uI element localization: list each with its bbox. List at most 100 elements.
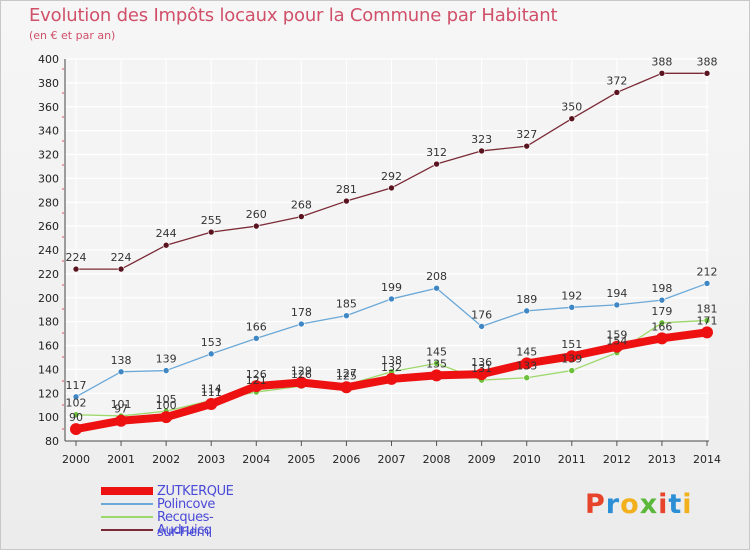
data-point (658, 70, 666, 77)
x-tick-label: 2009 (468, 453, 496, 466)
x-tick-label: 2012 (603, 453, 631, 466)
data-point (658, 296, 666, 304)
data-label: 97 (114, 403, 128, 416)
y-tick-label: 80 (45, 435, 59, 448)
data-label: 135 (426, 357, 447, 370)
y-tick-label: 180 (38, 316, 59, 329)
chart-title: Evolution des Impôts locaux pour la Comm… (29, 5, 558, 26)
data-label: 138 (111, 354, 132, 367)
x-tick-label: 2013 (648, 453, 676, 466)
data-point (568, 115, 576, 122)
proxiti-logo: Proxiti (585, 489, 693, 520)
data-label: 181 (697, 302, 718, 315)
data-point (520, 357, 533, 370)
data-label: 372 (606, 74, 627, 87)
data-label: 114 (201, 382, 222, 395)
data-label: 117 (66, 379, 87, 392)
data-point (162, 367, 170, 374)
data-point (565, 350, 578, 363)
data-label: 154 (606, 335, 627, 348)
data-point (252, 335, 260, 342)
x-tick-label: 2010 (513, 453, 541, 466)
data-point (72, 265, 80, 273)
y-tick-label: 260 (38, 220, 59, 233)
data-label: 131 (471, 362, 492, 375)
logo-letter: t (668, 489, 683, 520)
data-point (205, 397, 218, 410)
data-label: 102 (66, 397, 87, 410)
y-tick-label: 120 (38, 387, 59, 400)
data-label: 179 (651, 305, 672, 318)
data-point (613, 89, 621, 96)
data-point (252, 222, 260, 230)
data-label: 212 (697, 265, 718, 278)
data-label: 145 (426, 345, 447, 358)
data-point (655, 332, 668, 345)
chart-subtitle: (en € et par an) (29, 29, 116, 42)
data-point (568, 303, 576, 311)
data-point (388, 184, 395, 192)
x-tick-label: 2014 (693, 453, 721, 466)
y-tick-label: 160 (38, 340, 59, 353)
logo-letter: r (605, 489, 621, 520)
x-tick-label: 2008 (423, 453, 451, 466)
y-tick-label: 360 (38, 101, 59, 114)
data-label: 224 (111, 251, 132, 264)
logo-letter: x (639, 489, 659, 520)
data-label: 388 (651, 55, 672, 68)
data-label: 292 (381, 170, 402, 183)
data-label: 136 (471, 356, 492, 369)
data-point (343, 312, 350, 319)
logo-letter: P (585, 489, 606, 520)
legend-label: Recques-sur-Hem (157, 510, 214, 540)
data-label: 133 (516, 360, 537, 373)
y-tick-label: 100 (38, 411, 59, 424)
data-label: 199 (381, 281, 402, 294)
data-point (207, 228, 215, 236)
data-point (613, 301, 621, 309)
data-point (160, 411, 173, 424)
y-tick-label: 140 (38, 363, 59, 376)
data-point (72, 411, 80, 419)
data-label: 192 (561, 289, 582, 302)
data-label: 166 (246, 320, 267, 333)
legend-label: Polincove (157, 497, 215, 512)
data-label: 126 (291, 368, 312, 381)
y-tick-label: 200 (38, 292, 59, 305)
x-tick-label: 2004 (242, 453, 270, 466)
data-point (658, 319, 666, 327)
data-label: 90 (69, 411, 83, 424)
y-tick-label: 320 (38, 149, 59, 162)
data-label: 178 (291, 306, 312, 319)
data-label: 208 (426, 270, 447, 283)
data-label: 132 (381, 361, 402, 374)
x-tick-label: 2011 (558, 453, 586, 466)
data-label: 388 (697, 55, 718, 68)
x-tick-label: 2000 (62, 453, 90, 466)
data-label: 194 (606, 287, 627, 300)
data-label: 153 (201, 336, 222, 349)
logo-letter: i (682, 489, 693, 520)
data-point (207, 350, 215, 358)
legend-label: ZUTKERQUE (157, 484, 234, 499)
data-label: 121 (246, 374, 267, 387)
data-point (703, 70, 711, 77)
data-point (162, 241, 170, 249)
data-label: 171 (697, 314, 718, 327)
y-tick-label: 400 (38, 53, 59, 66)
data-label: 185 (336, 298, 357, 311)
data-point (568, 367, 576, 374)
data-point (343, 197, 350, 205)
data-point (295, 376, 308, 389)
data-label: 176 (471, 308, 492, 321)
data-label: 268 (291, 199, 312, 212)
data-point (478, 323, 485, 330)
x-tick-label: 2001 (107, 453, 135, 466)
data-label: 244 (156, 227, 177, 240)
y-tick-label: 340 (38, 125, 59, 138)
data-label: 350 (561, 101, 582, 114)
y-tick-label: 220 (38, 268, 59, 281)
legend-swatch (101, 516, 153, 518)
data-point (72, 393, 80, 401)
